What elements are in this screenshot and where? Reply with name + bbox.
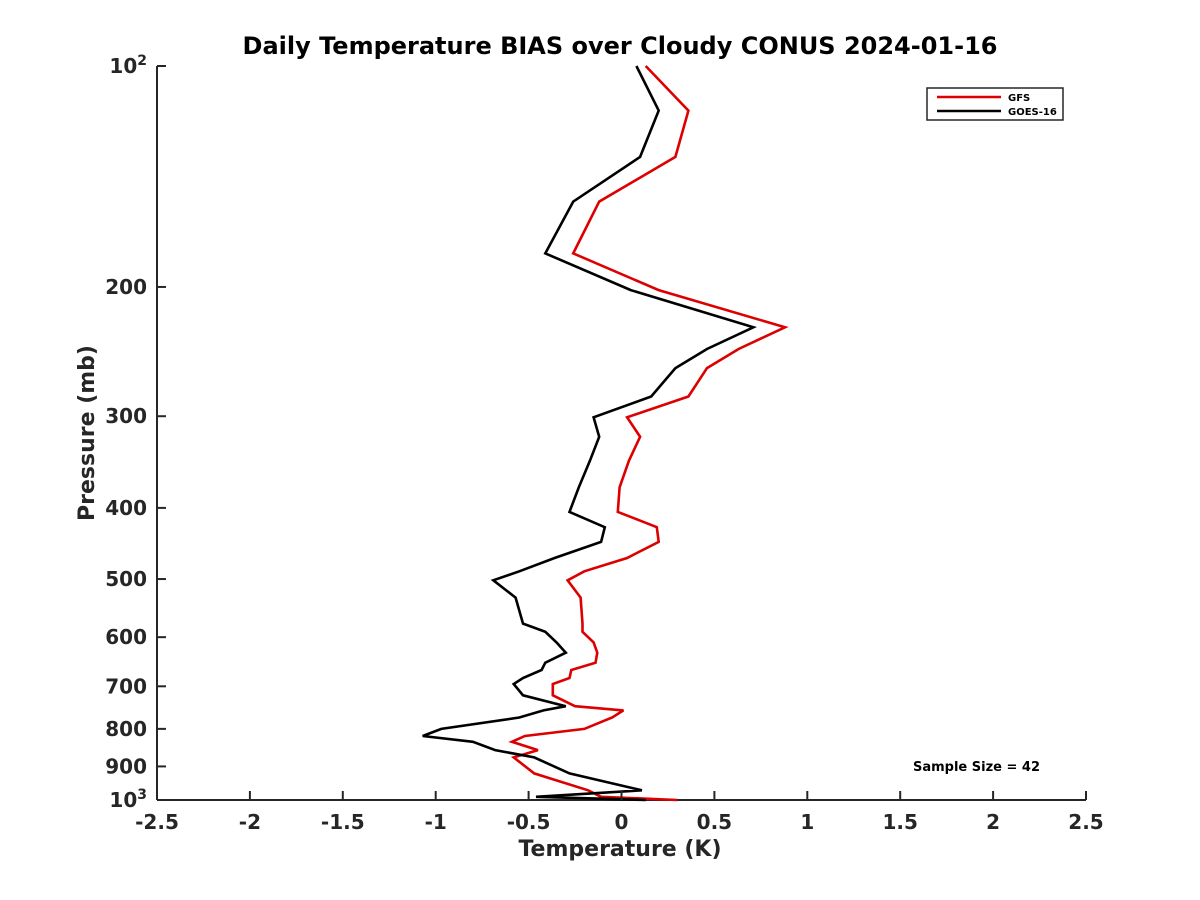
- x-tick-label: -2: [239, 810, 261, 834]
- x-tick-label: -1: [425, 810, 447, 834]
- y-tick-label: 500: [105, 567, 147, 591]
- x-tick-label: -1.5: [321, 810, 365, 834]
- x-tick-label: -2.5: [135, 810, 179, 834]
- y-tick-label: 400: [105, 496, 147, 520]
- legend: GFS GOES-16: [926, 87, 1064, 121]
- y-tick-label: 103: [109, 787, 147, 812]
- x-tick-label: 1: [800, 810, 814, 834]
- x-tick-label: 0: [615, 810, 629, 834]
- legend-label-gfs: GFS: [1008, 93, 1030, 104]
- x-axis-ticks: -2.5 -2 -1.5 -1 -0.5 0 0.5 1 1.5 2 2.5: [135, 791, 1104, 834]
- series-layer: [422, 65, 789, 802]
- legend-box: [926, 87, 1064, 121]
- y-tick-label: 600: [105, 625, 147, 649]
- x-tick-label: 2.5: [1068, 810, 1103, 834]
- x-axis-label: Temperature (K): [518, 837, 721, 862]
- x-tick-label: 1.5: [882, 810, 917, 834]
- y-tick-label: 700: [105, 674, 147, 698]
- y-axis-ticks: 102 200 300 400 500 600 700 800 900 103: [105, 53, 166, 812]
- chart-title: Daily Temperature BIAS over Cloudy CONUS…: [243, 32, 998, 60]
- y-tick-label: 900: [105, 754, 147, 778]
- series-line-gfs: [508, 65, 789, 802]
- legend-label-goes16: GOES-16: [1008, 107, 1057, 118]
- sample-size-annotation: Sample Size = 42: [913, 760, 1040, 775]
- y-tick-label: 800: [105, 717, 147, 741]
- series-line-goes16: [422, 65, 758, 802]
- x-tick-label: 2: [986, 810, 1000, 834]
- x-tick-label: -0.5: [507, 810, 551, 834]
- y-tick-label: 200: [105, 275, 147, 299]
- x-tick-label: 0.5: [697, 810, 732, 834]
- y-axis-label: Pressure (mb): [75, 345, 100, 521]
- plot-area: [156, 65, 1086, 802]
- y-tick-label: 300: [105, 404, 147, 428]
- y-tick-label: 102: [109, 53, 147, 78]
